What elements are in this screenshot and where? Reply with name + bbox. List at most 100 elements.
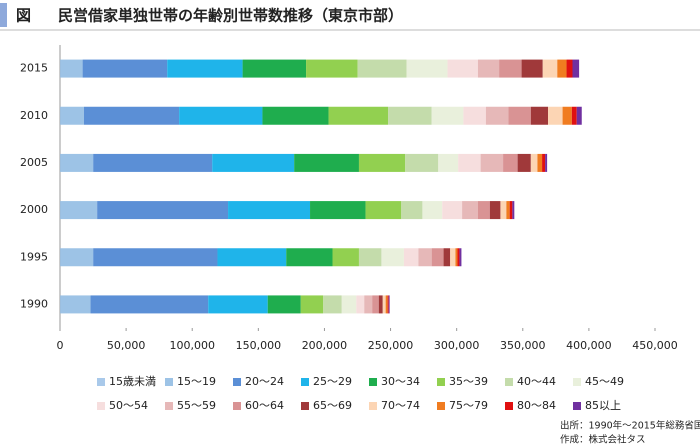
legend-label: 80～84 <box>517 399 556 412</box>
legend-label: 40～44 <box>517 375 556 388</box>
bar-segment <box>545 153 548 172</box>
legend-swatch <box>437 378 445 386</box>
bar-segment <box>431 106 464 125</box>
bar-segment <box>512 201 515 220</box>
source: 出所：1990年～2015年総務省国勢調査 <box>560 420 700 432</box>
y-tick-label: 2005 <box>20 156 48 169</box>
bar-segment <box>480 153 504 172</box>
bar-segment <box>60 248 94 267</box>
bar-segment <box>438 153 459 172</box>
source: 作成：株式会社タス <box>560 434 646 446</box>
x-tick-label: 250,000 <box>368 339 414 352</box>
bar-segment <box>485 106 509 125</box>
legend-swatch <box>505 402 513 410</box>
bar-segment <box>447 59 478 78</box>
y-tick-label: 2010 <box>20 109 48 122</box>
legend-label: 15歳未満 <box>109 375 156 388</box>
bar-segment <box>499 59 522 78</box>
bar-segment <box>60 201 98 220</box>
legend-label: 75～79 <box>449 399 488 412</box>
bar-segment <box>358 153 406 172</box>
bar-segment <box>462 201 478 220</box>
bar-segment <box>566 59 573 78</box>
legend-label: 25～29 <box>313 375 352 388</box>
bar-segment <box>571 106 577 125</box>
bar-segment <box>385 295 388 314</box>
legend-swatch <box>165 378 173 386</box>
bar-segment <box>557 59 567 78</box>
bar-segment <box>387 295 389 314</box>
bar-segment <box>463 106 486 125</box>
bar-segment <box>548 106 563 125</box>
x-tick-label: 350,000 <box>500 339 546 352</box>
bar-segment <box>93 248 218 267</box>
x-tick-label: 450,000 <box>632 339 678 352</box>
bar-segment <box>477 59 500 78</box>
figure-label: 図 <box>16 7 31 25</box>
bar-segment <box>306 59 358 78</box>
bar-segment <box>381 248 404 267</box>
bar-segment <box>179 106 263 125</box>
bar-segment <box>358 248 382 267</box>
bar-segment <box>378 295 383 314</box>
legend-label: 70～74 <box>381 399 420 412</box>
legend-label: 60～64 <box>245 399 284 412</box>
bar-segment <box>562 106 572 125</box>
bar-segment <box>459 248 462 267</box>
bar-segment <box>443 248 451 267</box>
bar-segment <box>450 248 456 267</box>
y-tick-label: 1990 <box>20 297 48 310</box>
legend-swatch <box>97 378 105 386</box>
bar-segment <box>262 106 329 125</box>
bar-segment <box>517 153 531 172</box>
legend-label: 55～59 <box>177 399 216 412</box>
legend-label: 20～24 <box>245 375 284 388</box>
bar-segment <box>500 201 507 220</box>
legend-label: 65～69 <box>313 399 352 412</box>
bar-segment <box>530 106 549 125</box>
bar-segment <box>332 248 359 267</box>
legend-swatch <box>573 378 581 386</box>
legend-swatch <box>165 402 173 410</box>
legend-swatch <box>369 402 377 410</box>
x-tick-label: 150,000 <box>236 339 282 352</box>
bar-segment <box>212 153 295 172</box>
legend-swatch <box>505 378 513 386</box>
bar-segment <box>83 106 180 125</box>
bar-segment <box>406 59 448 78</box>
legend-label: 50～54 <box>109 399 148 412</box>
bar-segment <box>388 295 390 314</box>
bar-segment <box>365 201 402 220</box>
bar-segment <box>530 153 538 172</box>
bar-segment <box>60 59 83 78</box>
y-tick-label: 2015 <box>20 62 48 75</box>
bar-segment <box>489 201 501 220</box>
bar-segment <box>372 295 379 314</box>
legend-swatch <box>437 402 445 410</box>
legend-swatch <box>573 402 581 410</box>
x-tick-label: 300,000 <box>434 339 480 352</box>
bar-segment <box>90 295 209 314</box>
bar-segment <box>458 153 481 172</box>
bar-segment <box>93 153 213 172</box>
bar-segment <box>341 295 357 314</box>
bar-segment <box>506 201 510 220</box>
bar-segment <box>521 59 543 78</box>
bar-segment <box>328 106 389 125</box>
bar-segment <box>388 106 432 125</box>
bar-segment <box>310 201 366 220</box>
bar-segment <box>228 201 311 220</box>
bar-segment <box>323 295 342 314</box>
legend-label: 35～39 <box>449 375 488 388</box>
x-tick-label: 400,000 <box>566 339 612 352</box>
bar-segment <box>431 248 444 267</box>
legend-swatch <box>233 402 241 410</box>
bar-segment <box>503 153 518 172</box>
bar-segment <box>537 153 543 172</box>
bar-segment <box>286 248 333 267</box>
legend-swatch <box>369 378 377 386</box>
legend-label: 30～34 <box>381 375 420 388</box>
x-tick-label: 100,000 <box>169 339 215 352</box>
bar-segment <box>60 106 84 125</box>
